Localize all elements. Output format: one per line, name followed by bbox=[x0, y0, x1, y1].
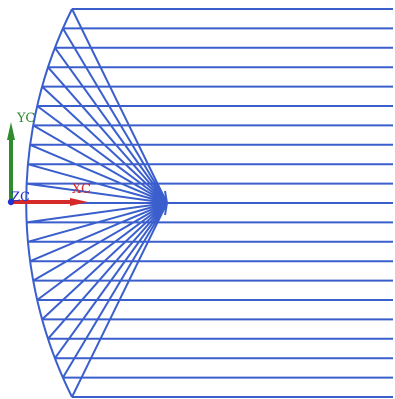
fan-edge bbox=[32, 124, 168, 204]
fan-edge bbox=[71, 8, 168, 204]
fan-edge bbox=[29, 202, 168, 263]
x-axis-arrowhead bbox=[70, 198, 88, 206]
z-axis-label: ZC bbox=[11, 190, 30, 205]
fan-edge bbox=[71, 202, 168, 398]
fan-edge bbox=[54, 47, 168, 204]
fan-edge bbox=[54, 202, 168, 359]
fan-edge bbox=[47, 66, 168, 204]
fan-edge bbox=[27, 202, 168, 243]
fan-edge bbox=[29, 143, 168, 204]
x-axis-label: XC bbox=[72, 182, 91, 197]
fan-edge bbox=[32, 202, 168, 282]
fan-edge bbox=[164, 202, 168, 216]
fan-edge bbox=[26, 202, 168, 224]
fan-edge bbox=[62, 27, 168, 204]
z-axis-dot bbox=[7, 198, 15, 206]
fan-edge bbox=[27, 163, 168, 204]
wcs-triad: YC XC ZC bbox=[7, 111, 91, 206]
y-axis-label: YC bbox=[16, 111, 35, 126]
fan-edge bbox=[62, 202, 168, 379]
fan-edge bbox=[164, 190, 168, 204]
fan-edge bbox=[36, 202, 168, 301]
fan-edge bbox=[26, 182, 168, 204]
fan-edge bbox=[36, 105, 168, 204]
y-axis-arrowhead bbox=[7, 122, 15, 140]
wireframe-geometry bbox=[25, 8, 393, 398]
fan-edge bbox=[41, 202, 168, 321]
fan-edge bbox=[41, 85, 168, 204]
fan-edge bbox=[47, 202, 168, 340]
